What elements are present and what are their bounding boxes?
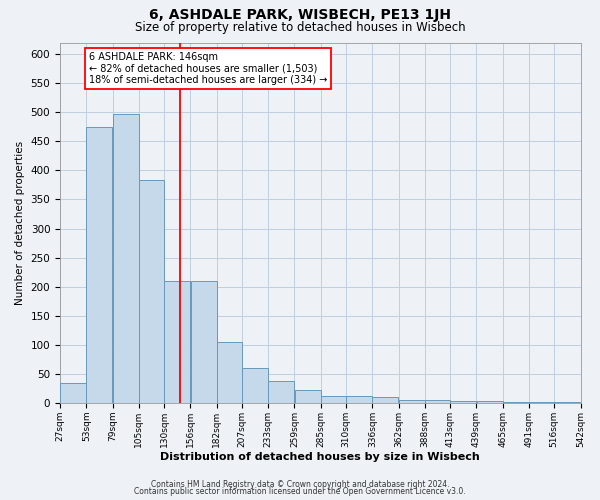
Bar [295,390,320,403]
Bar [425,400,450,403]
Bar [321,396,346,403]
Text: 6 ASHDALE PARK: 146sqm
← 82% of detached houses are smaller (1,503)
18% of semi-: 6 ASHDALE PARK: 146sqm ← 82% of detached… [89,52,327,84]
Bar [373,397,398,403]
Bar [346,396,372,403]
Bar [268,381,295,403]
Text: 6, ASHDALE PARK, WISBECH, PE13 1JH: 6, ASHDALE PARK, WISBECH, PE13 1JH [149,8,451,22]
Y-axis label: Number of detached properties: Number of detached properties [15,140,25,305]
Bar [60,382,86,403]
Bar [476,401,503,403]
Bar [529,402,554,403]
Bar [217,342,242,403]
Bar [450,401,476,403]
Text: Contains HM Land Registry data © Crown copyright and database right 2024.: Contains HM Land Registry data © Crown c… [151,480,449,489]
Bar [242,368,268,403]
Bar [86,127,112,403]
Bar [164,281,190,403]
Bar [113,114,139,403]
Bar [503,402,529,403]
Bar [554,402,580,403]
Text: Contains public sector information licensed under the Open Government Licence v3: Contains public sector information licen… [134,487,466,496]
Bar [191,281,217,403]
X-axis label: Distribution of detached houses by size in Wisbech: Distribution of detached houses by size … [160,452,480,462]
Text: Size of property relative to detached houses in Wisbech: Size of property relative to detached ho… [134,22,466,35]
Bar [399,400,425,403]
Bar [139,180,164,403]
